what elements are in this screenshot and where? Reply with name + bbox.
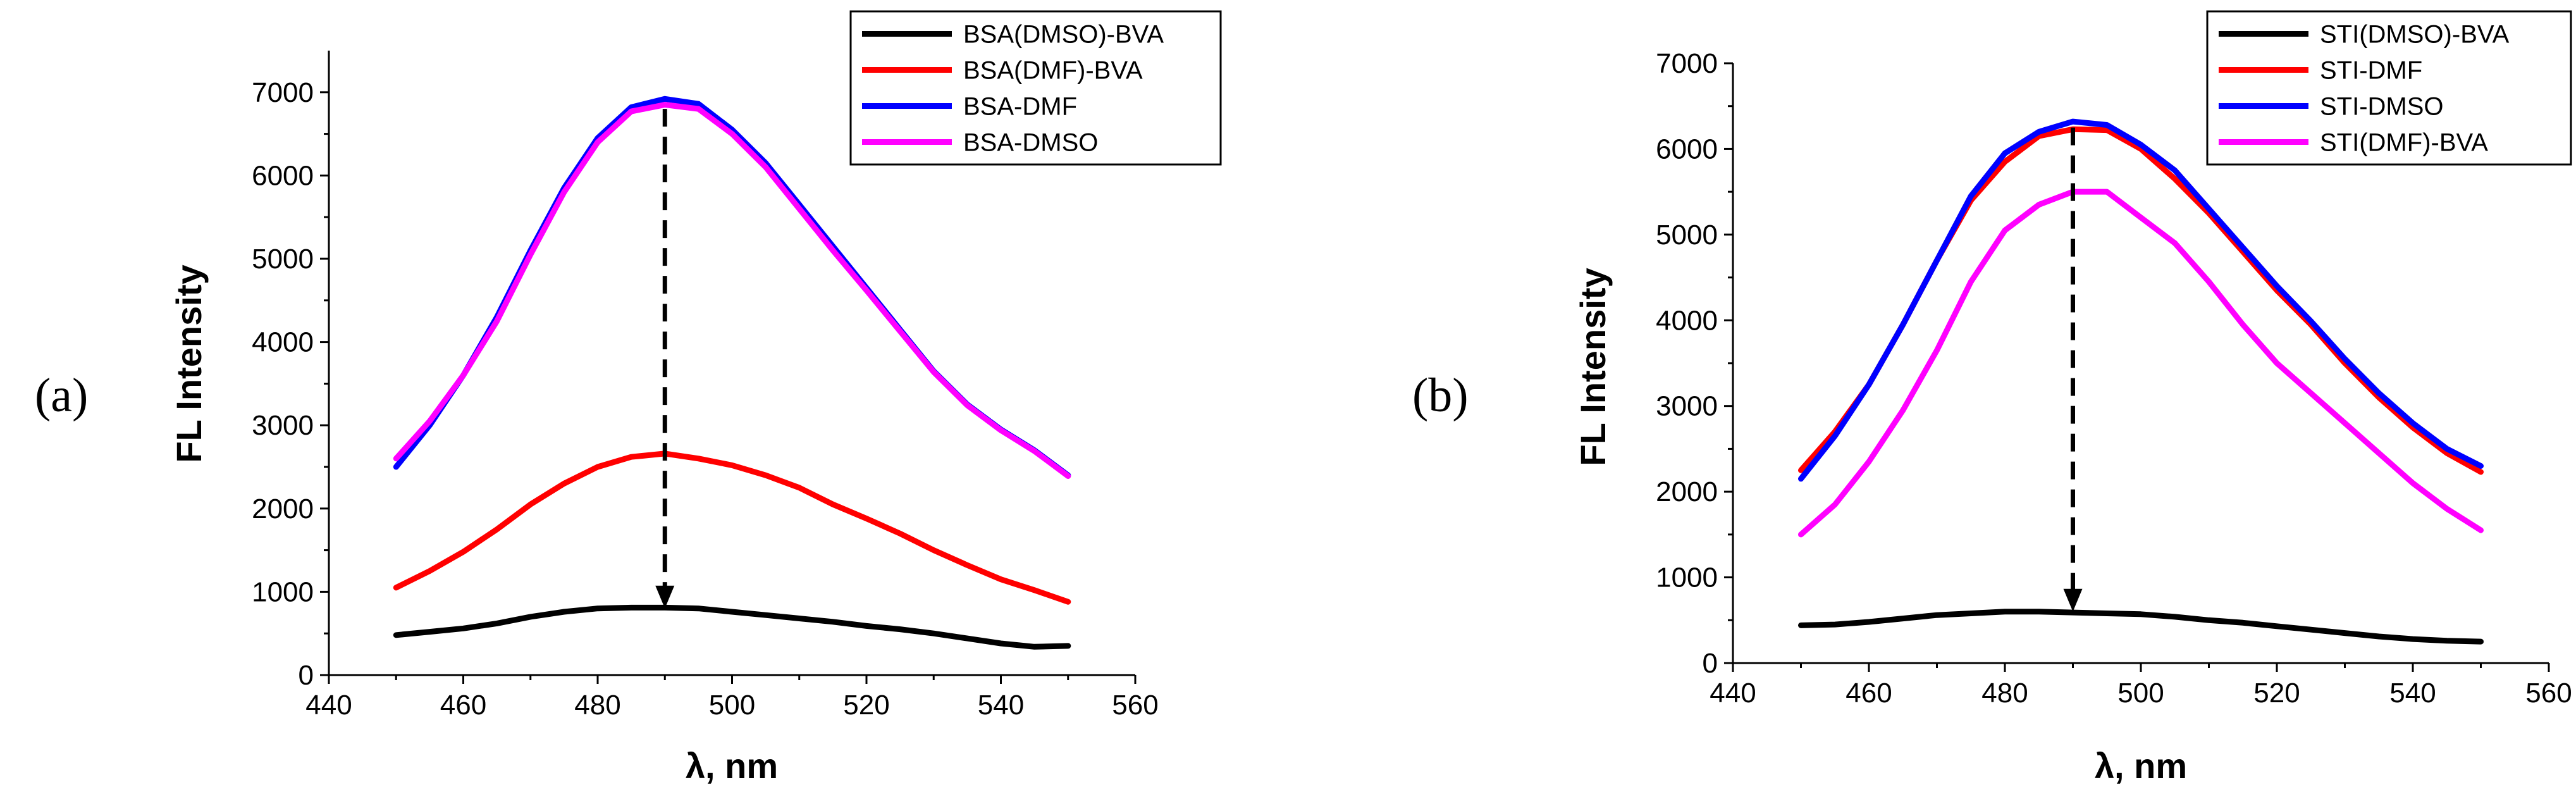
y-tick-label: 4000 bbox=[252, 327, 314, 358]
y-tick-label: 0 bbox=[299, 660, 314, 691]
x-tick-label: 540 bbox=[2389, 678, 2436, 709]
series-line-sti-dmf-bva bbox=[1798, 189, 2484, 538]
legend-label: BSA-DMF bbox=[963, 93, 1077, 121]
y-axis-label: FL Intensity bbox=[169, 264, 209, 462]
y-tick-label: 7000 bbox=[1656, 48, 1718, 79]
x-tick-label: 480 bbox=[1981, 678, 2028, 709]
series-line-sti-dmso-bva bbox=[1798, 609, 2484, 645]
arrow-head-icon bbox=[655, 585, 675, 609]
x-tick-label: 560 bbox=[1112, 690, 1158, 721]
x-tick-label: 560 bbox=[2525, 678, 2572, 709]
chart-panel-a: (a) 440 460 480 500 520 540 560 0 1000 2000 3000 400… bbox=[35, 10, 1222, 786]
legend: BSA(DMSO)-BVA BSA(DMF)-BVA BSA-DMF BSA-DMSO bbox=[849, 10, 1222, 166]
legend-label: BSA(DMSO)-BVA bbox=[963, 21, 1164, 49]
y-tick-label: 2000 bbox=[1656, 476, 1718, 507]
x-tick-label: 500 bbox=[2117, 678, 2164, 709]
legend: STI(DMSO)-BVA STI-DMF STI-DMSO STI(DMF)-BVA bbox=[2206, 10, 2572, 166]
panel-label: (a) bbox=[35, 369, 88, 422]
panel-label: (b) bbox=[1412, 369, 1469, 422]
legend-box bbox=[2206, 10, 2572, 166]
legend-label: BSA(DMF)-BVA bbox=[963, 57, 1143, 85]
x-tick-label: 520 bbox=[843, 690, 889, 721]
x-tick-label: 460 bbox=[1846, 678, 1892, 709]
series-line-bsa-dmf-bva bbox=[393, 450, 1071, 605]
arrow-head-icon bbox=[2063, 588, 2083, 612]
y-tick-label: 1000 bbox=[252, 576, 314, 607]
y-tick-label: 5000 bbox=[1656, 220, 1718, 251]
legend-label: STI-DMSO bbox=[2320, 93, 2444, 121]
y-tick-label: 3000 bbox=[252, 410, 314, 441]
y-tick-label: 2000 bbox=[252, 493, 314, 524]
legend-label: STI(DMSO)-BVA bbox=[2320, 21, 2510, 49]
y-tick-label: 4000 bbox=[1656, 305, 1718, 336]
legend-label: BSA-DMSO bbox=[963, 129, 1098, 157]
x-tick-label: 460 bbox=[440, 690, 486, 721]
x-tick-label: 480 bbox=[574, 690, 620, 721]
legend-label: STI-DMF bbox=[2320, 57, 2422, 85]
x-axis-label: λ, nm bbox=[686, 746, 778, 786]
y-tick-label: 6000 bbox=[252, 160, 314, 191]
x-tick-label: 440 bbox=[1710, 678, 1756, 709]
chart-panel-b: (b) 440 460 480 500 520 540 560 0 1000 2000 3000 400… bbox=[1412, 10, 2572, 786]
x-tick-label: 520 bbox=[2253, 678, 2300, 709]
y-tick-label: 1000 bbox=[1656, 562, 1718, 593]
series-line-bsa-dmso-bva bbox=[393, 604, 1071, 650]
y-tick-label: 0 bbox=[1703, 648, 1718, 679]
y-tick-label: 6000 bbox=[1656, 133, 1718, 164]
y-tick-label: 3000 bbox=[1656, 391, 1718, 422]
series-line-sti-dmf bbox=[1798, 126, 2484, 475]
x-tick-label: 540 bbox=[978, 690, 1024, 721]
x-tick-label: 440 bbox=[305, 690, 352, 721]
y-axis-label: FL Intensity bbox=[1573, 268, 1613, 466]
y-tick-label: 5000 bbox=[252, 244, 314, 275]
legend-box bbox=[849, 10, 1222, 166]
y-tick-label: 7000 bbox=[252, 77, 314, 108]
x-axis-label: λ, nm bbox=[2095, 746, 2187, 786]
legend-label: STI(DMF)-BVA bbox=[2320, 129, 2488, 157]
series-line-sti-dmso bbox=[1798, 118, 2484, 482]
x-tick-label: 500 bbox=[709, 690, 755, 721]
series-line-bsa-dmso bbox=[393, 102, 1071, 479]
